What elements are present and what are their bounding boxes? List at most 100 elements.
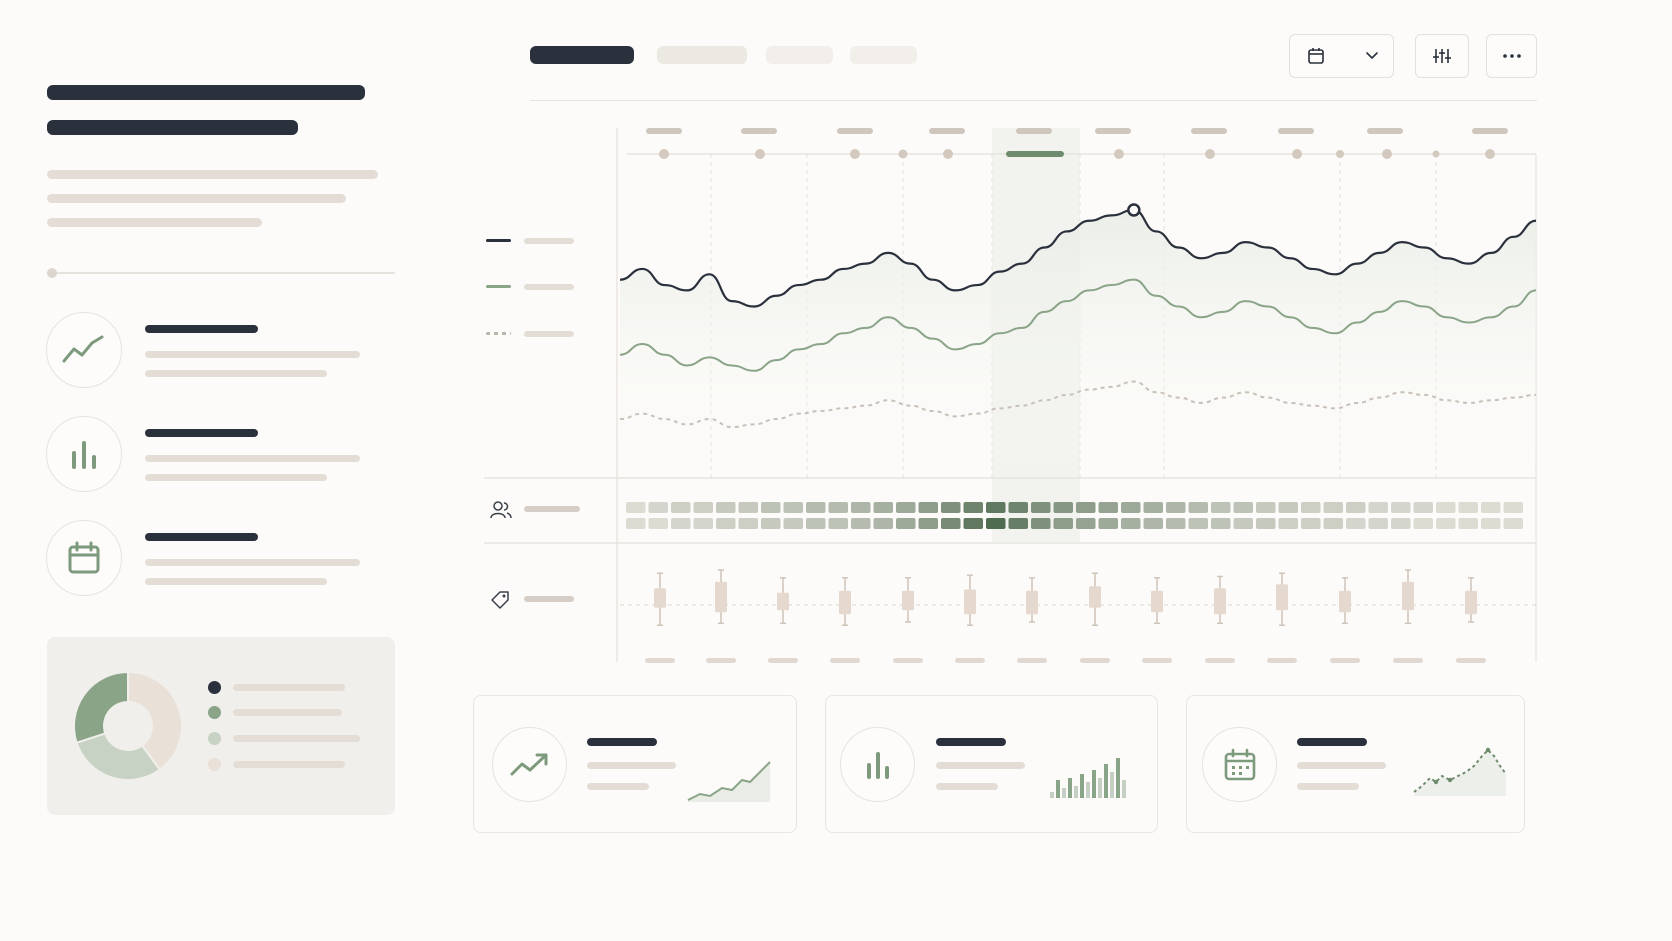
donut-legend-line-4 xyxy=(233,761,345,768)
heatmap-cell xyxy=(986,518,1006,529)
feature-icon-circle-2[interactable] xyxy=(46,416,122,492)
heatmap-cell xyxy=(626,518,646,529)
heatmap-cell xyxy=(1233,502,1253,513)
heatmap-cell xyxy=(1256,518,1276,529)
spark-bar xyxy=(1074,786,1078,798)
timeline-dot xyxy=(755,149,765,159)
timeline-label xyxy=(837,128,873,134)
heatmap-cell xyxy=(1053,502,1073,513)
calendar-icon xyxy=(1308,48,1324,64)
tab-4[interactable] xyxy=(850,46,917,64)
boxplot-box xyxy=(1402,581,1414,611)
donut-slice xyxy=(75,732,162,781)
spark-bar xyxy=(1098,778,1102,798)
spark-bar xyxy=(1050,792,1054,798)
heatmap-cell xyxy=(783,518,803,529)
sidebar-desc-line-2 xyxy=(47,194,346,203)
timeline-dot xyxy=(1336,150,1344,158)
sidebar-title-line-1 xyxy=(47,85,365,100)
boxplot-x-label xyxy=(1017,658,1047,663)
donut-panel xyxy=(47,637,395,815)
tab-3[interactable] xyxy=(766,46,833,64)
tab-active[interactable] xyxy=(530,46,634,64)
tab-2[interactable] xyxy=(657,46,747,64)
heatmap-cell xyxy=(1346,518,1366,529)
donut-legend-line-1 xyxy=(233,684,345,691)
sliders-icon xyxy=(1433,49,1451,63)
donut-slice xyxy=(73,670,129,744)
heatmap-cell xyxy=(873,502,893,513)
boxplot-box xyxy=(1089,586,1101,608)
card-title-1 xyxy=(587,738,657,746)
legend-swatch-sage xyxy=(486,285,511,288)
boxplot-box xyxy=(1026,590,1038,615)
heatmap-cell xyxy=(1391,518,1411,529)
boxplot-x-label xyxy=(955,658,985,663)
boxplot-box xyxy=(654,588,666,608)
heatmap-cell xyxy=(806,518,826,529)
feature-desc-2a xyxy=(145,455,360,462)
timeline-dot xyxy=(1382,149,1392,159)
heatmap-cell xyxy=(738,502,758,513)
heatmap-cell xyxy=(1503,502,1523,513)
heatmap-cell xyxy=(1143,502,1163,513)
spark-bar xyxy=(1110,772,1114,798)
boxplot-x-label xyxy=(768,658,798,663)
filter-button[interactable] xyxy=(1415,34,1469,78)
boxplot-row-label xyxy=(524,596,574,602)
heatmap-cell xyxy=(1481,502,1501,513)
heatmap-cell xyxy=(1391,502,1411,513)
feature-title-1 xyxy=(145,325,258,333)
boxplot-box xyxy=(964,589,976,615)
heatmap-cell xyxy=(1346,502,1366,513)
boxplot-box xyxy=(1276,584,1288,611)
series-line-dashed xyxy=(619,380,1537,429)
stat-card-1[interactable] xyxy=(473,695,797,833)
heatmap-cell xyxy=(986,502,1006,513)
heatmap-cell xyxy=(1368,518,1388,529)
heatmap-cell xyxy=(896,518,916,529)
boxplot-box xyxy=(777,592,789,611)
users-icon xyxy=(490,501,512,519)
card-icon-circle-1 xyxy=(492,727,567,802)
timeline-label xyxy=(741,128,777,134)
more-options-button[interactable] xyxy=(1486,34,1537,78)
timeline-label xyxy=(1191,128,1227,134)
feature-desc-3b xyxy=(145,578,327,585)
heatmap-cell xyxy=(1121,518,1141,529)
spark-bar xyxy=(1122,780,1126,798)
card-desc-1b xyxy=(587,783,649,790)
feature-icon-circle-1[interactable] xyxy=(46,312,122,388)
heatmap-cell xyxy=(648,502,668,513)
heatmap-cell xyxy=(1166,518,1186,529)
heatmap-cell xyxy=(896,502,916,513)
heatmap-cell xyxy=(783,502,803,513)
stat-card-2[interactable] xyxy=(825,695,1158,833)
sidebar-slider[interactable] xyxy=(47,266,395,280)
heatmap-cell xyxy=(806,502,826,513)
date-range-button[interactable] xyxy=(1289,34,1394,78)
boxplot-box xyxy=(902,590,914,611)
feature-desc-1a xyxy=(145,351,360,358)
boxplot-x-label xyxy=(1142,658,1172,663)
heatmap-cell xyxy=(761,502,781,513)
card-icon-circle-3 xyxy=(1202,727,1277,802)
heatmap-cell xyxy=(851,518,871,529)
boxplot-x-label xyxy=(830,658,860,663)
feature-icon-circle-3[interactable] xyxy=(46,520,122,596)
boxplot-x-label xyxy=(1456,658,1486,663)
heatmap-cell xyxy=(963,502,983,513)
timeline-dot xyxy=(1432,150,1440,158)
heatmap-cell xyxy=(1278,502,1298,513)
boxplot-box xyxy=(1151,590,1163,613)
donut-slice xyxy=(127,670,183,772)
trending-up-icon xyxy=(510,753,547,775)
heatmap-cell xyxy=(626,502,646,513)
donut-legend-dot-2 xyxy=(208,706,221,719)
legend-swatch-dashed xyxy=(486,332,511,335)
slider-track xyxy=(47,272,395,274)
stat-card-3[interactable] xyxy=(1186,695,1525,833)
heatmap-cell xyxy=(828,502,848,513)
heatmap-cell xyxy=(941,518,961,529)
slider-handle[interactable] xyxy=(47,268,57,278)
